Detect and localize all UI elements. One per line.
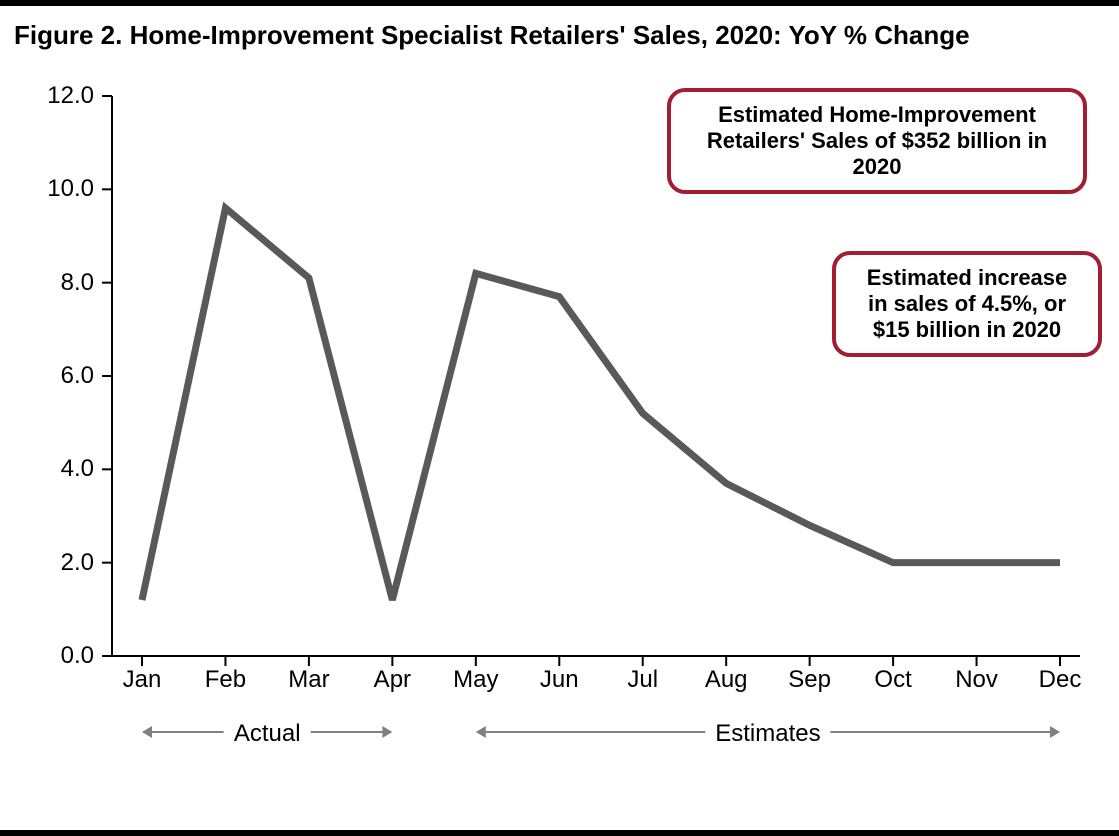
range-arrowhead-right <box>382 726 392 738</box>
x-tick-label: Aug <box>705 666 748 694</box>
chart-area: 0.02.04.06.08.010.012.0 Estimated Home-I… <box>40 96 1090 656</box>
range-arrowhead-left <box>476 726 486 738</box>
x-tick-label: Jul <box>627 666 658 694</box>
y-tick-label: 10.0 <box>47 175 94 203</box>
y-tick-label: 12.0 <box>47 82 94 110</box>
x-tick-label: Jan <box>123 666 162 694</box>
x-tick-label: Apr <box>374 666 411 694</box>
x-tick-label: May <box>453 666 498 694</box>
y-tick-label: 4.0 <box>61 455 94 483</box>
range-arrows-area: Actual Estimates <box>112 716 1080 786</box>
range-arrowhead-right <box>1050 726 1060 738</box>
x-tick-label: Mar <box>288 666 329 694</box>
figure-title: Figure 2. Home-Improvement Specialist Re… <box>14 20 970 51</box>
x-tick-label: Dec <box>1039 666 1082 694</box>
callout-box: Estimated Home-Improvement Retailers' Sa… <box>667 88 1087 194</box>
y-axis-labels: 0.02.04.06.08.010.012.0 <box>40 96 102 656</box>
x-tick-label: Feb <box>205 666 246 694</box>
y-tick-label: 0.0 <box>61 642 94 670</box>
range-label: Actual <box>224 720 311 748</box>
range-label: Estimates <box>705 720 830 748</box>
y-tick-label: 6.0 <box>61 362 94 390</box>
y-tick-label: 8.0 <box>61 269 94 297</box>
range-arrowhead-left <box>142 726 152 738</box>
y-tick-label: 2.0 <box>61 549 94 577</box>
x-tick-label: Oct <box>874 666 911 694</box>
plot-area: Estimated Home-Improvement Retailers' Sa… <box>112 96 1080 656</box>
callout-box: Estimated increase in sales of 4.5%, or … <box>832 251 1102 357</box>
figure-frame: Figure 2. Home-Improvement Specialist Re… <box>0 0 1119 836</box>
x-tick-label: Jun <box>540 666 579 694</box>
x-tick-label: Sep <box>788 666 831 694</box>
x-tick-label: Nov <box>955 666 998 694</box>
